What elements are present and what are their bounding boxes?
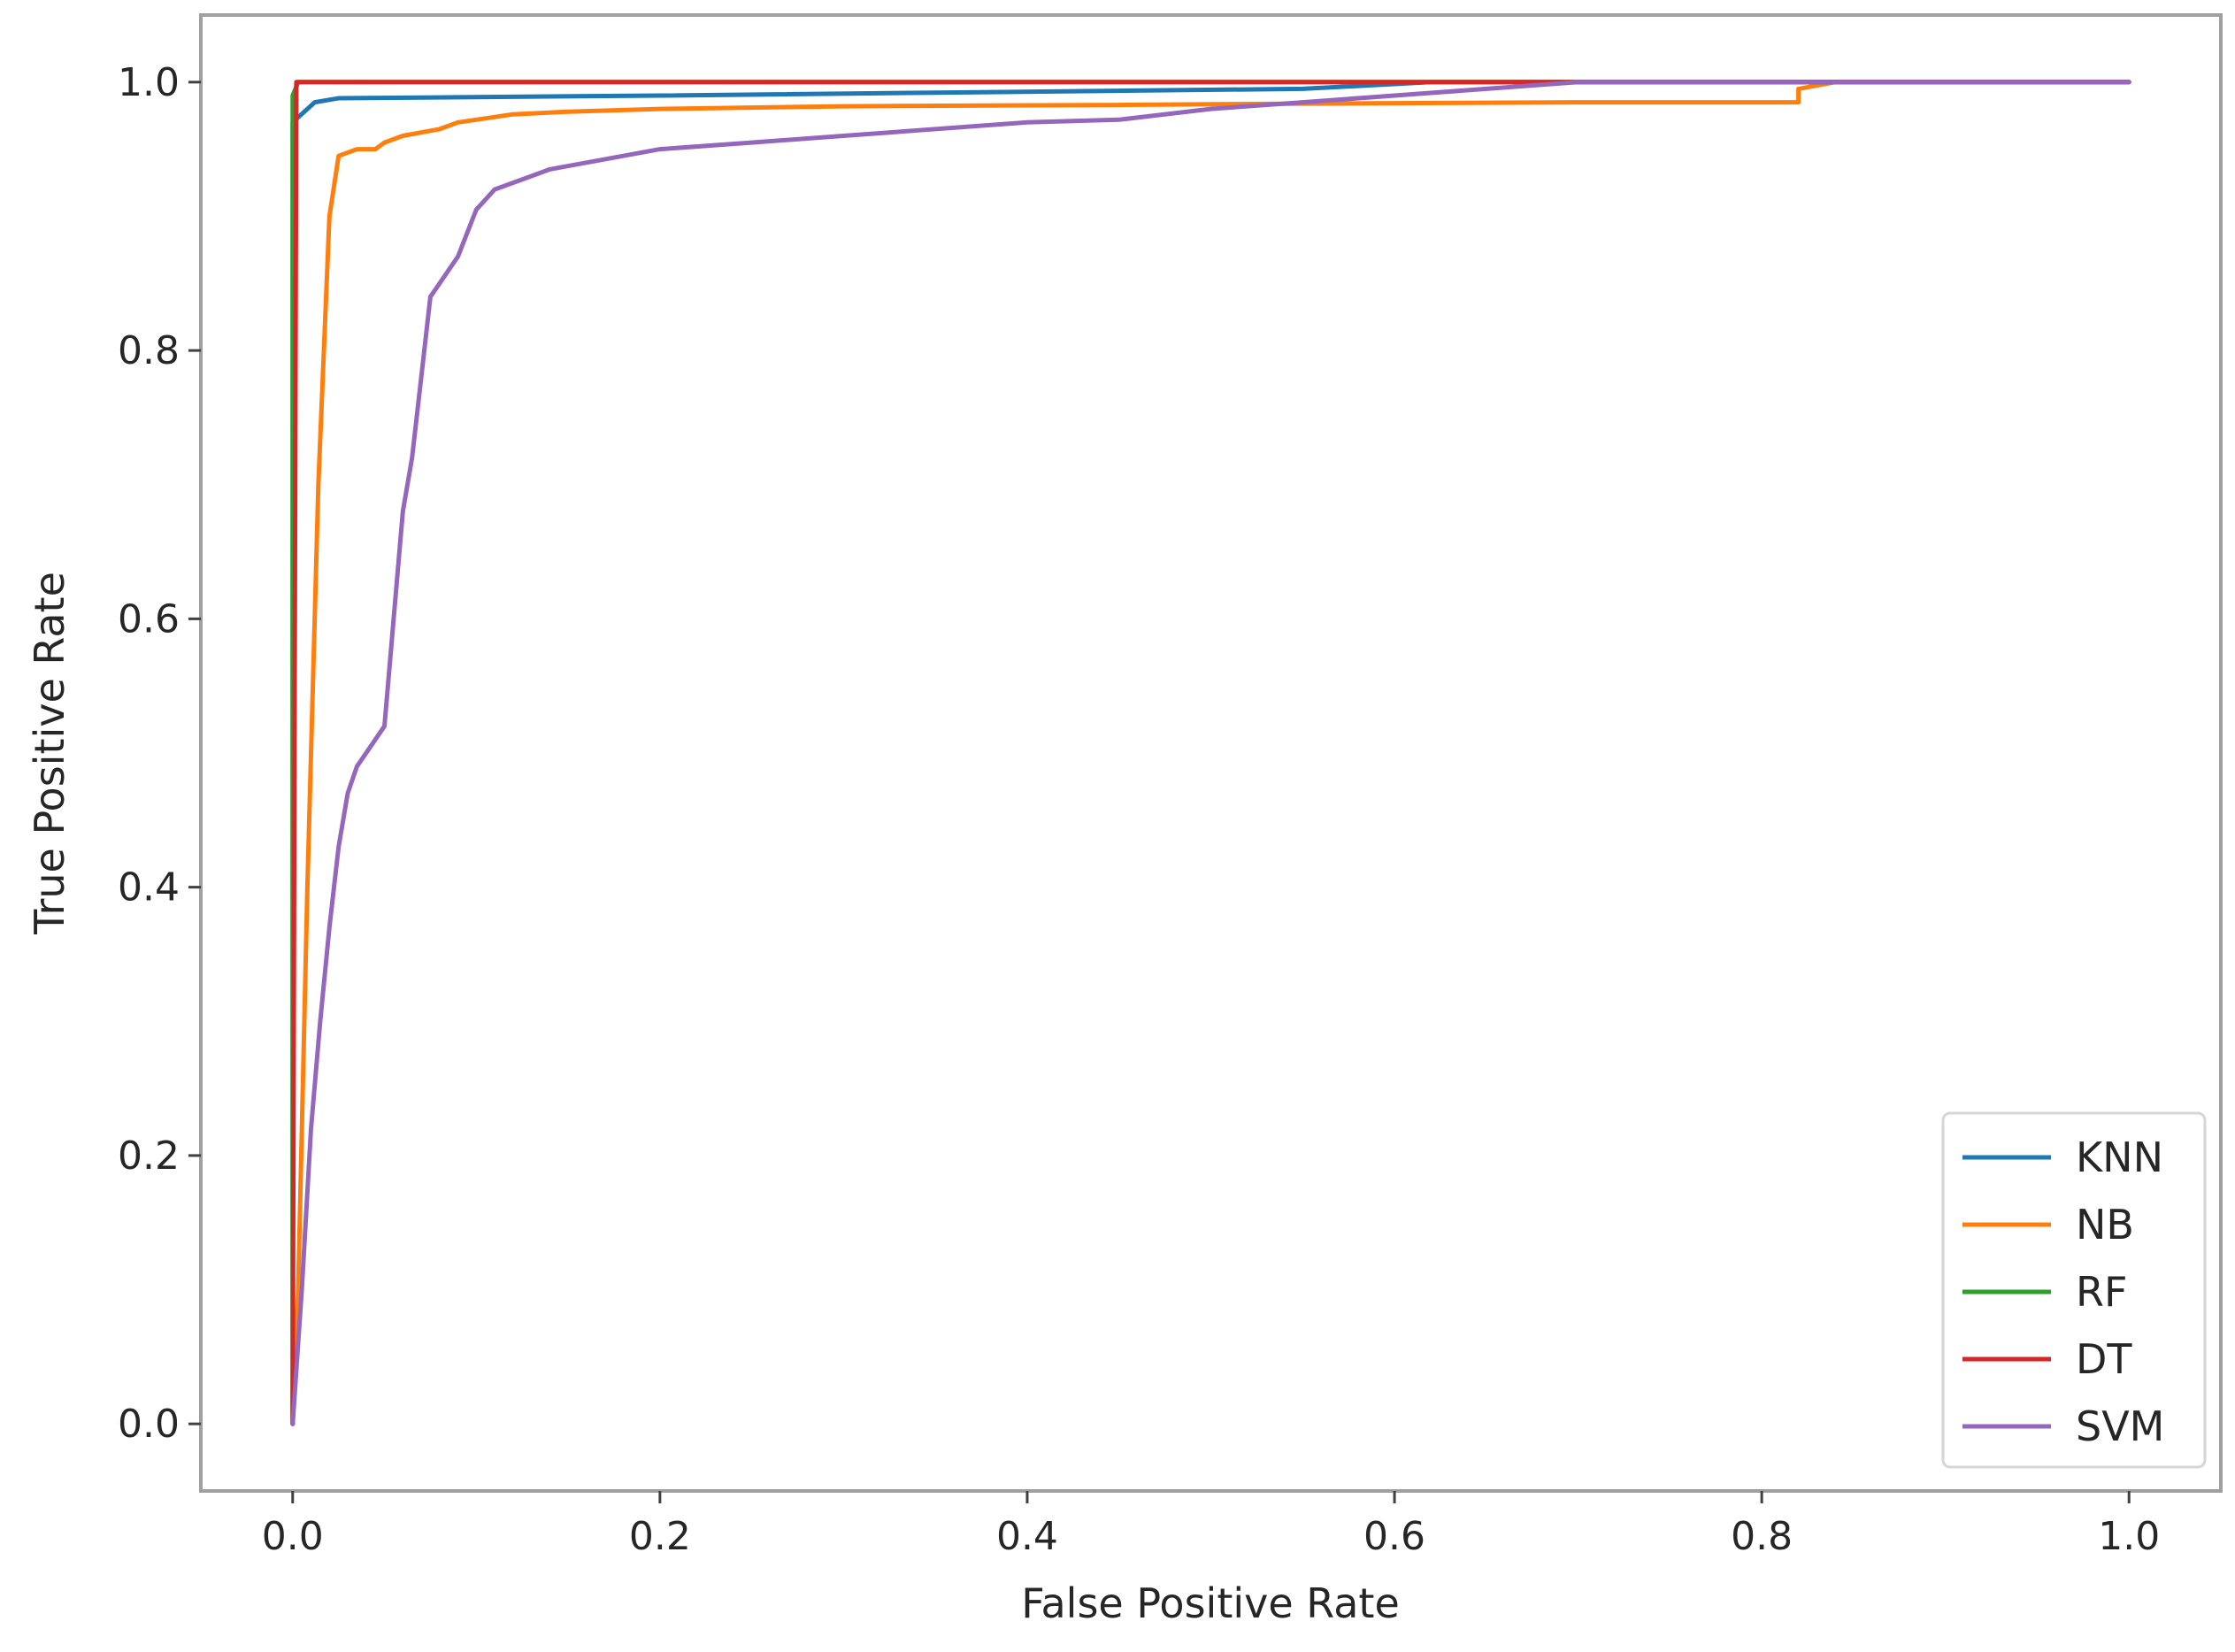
x-axis: 0.0 0.2 0.4 0.6 0.8 1.0 bbox=[262, 1491, 2160, 1559]
series-line-dt bbox=[290, 80, 2131, 1426]
x-tick-label: 0.8 bbox=[1731, 1514, 1793, 1559]
series-line-svm bbox=[290, 80, 2131, 1426]
legend-item-dt: DT bbox=[1962, 1335, 2132, 1383]
legend-box bbox=[1941, 1111, 2207, 1469]
legend-label: SVM bbox=[2076, 1402, 2164, 1450]
series-line-nb bbox=[290, 80, 2131, 1426]
legend-item-svm: SVM bbox=[1962, 1402, 2164, 1450]
y-tick-label: 1.0 bbox=[118, 60, 180, 105]
y-axis-label: True Positive Rate bbox=[26, 572, 73, 935]
y-tick-label: 0.6 bbox=[118, 596, 180, 642]
legend-item-rf: RF bbox=[1962, 1268, 2127, 1316]
x-axis-label: False Positive Rate bbox=[1021, 1579, 1400, 1627]
series-layer bbox=[290, 80, 2131, 1426]
legend-item-nb: NB bbox=[1962, 1201, 2134, 1249]
x-tick-label: 0.4 bbox=[996, 1514, 1058, 1559]
y-tick-label: 0.4 bbox=[118, 865, 180, 911]
y-tick-label: 0.0 bbox=[118, 1402, 180, 1447]
x-tick-label: 0.6 bbox=[1363, 1514, 1425, 1559]
legend: KNN NB RF DT SVM bbox=[1941, 1111, 2207, 1469]
plot-area bbox=[199, 13, 2223, 1493]
legend-label: RF bbox=[2076, 1268, 2127, 1316]
x-tick-label: 0.2 bbox=[629, 1514, 691, 1559]
legend-label: DT bbox=[2076, 1335, 2132, 1383]
legend-label: KNN bbox=[2076, 1133, 2163, 1181]
x-tick-label: 1.0 bbox=[2098, 1514, 2160, 1559]
legend-label: NB bbox=[2076, 1201, 2134, 1249]
legend-item-knn: KNN bbox=[1962, 1133, 2163, 1181]
x-tick-label: 0.0 bbox=[262, 1514, 324, 1559]
y-tick-label: 0.2 bbox=[118, 1133, 180, 1179]
y-axis: 0.0 0.2 0.4 0.6 0.8 1.0 bbox=[118, 60, 201, 1447]
y-tick-label: 0.8 bbox=[118, 328, 180, 373]
